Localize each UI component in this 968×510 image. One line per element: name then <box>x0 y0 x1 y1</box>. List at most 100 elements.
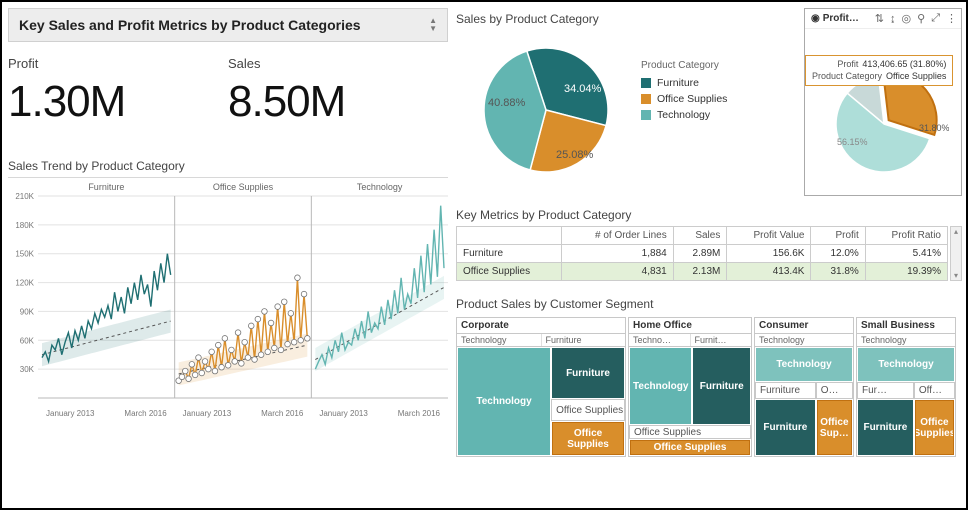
trend-marker[interactable] <box>202 359 208 365</box>
metrics-table[interactable]: # of Order LinesSalesProfit ValueProfitP… <box>456 226 948 281</box>
row-name: Furniture <box>457 245 562 263</box>
trend-marker[interactable] <box>229 347 235 353</box>
treemap[interactable]: CorporateTechnologyFurnitureTechnologyFu… <box>456 317 962 457</box>
sort-icon[interactable]: ↨ <box>890 13 896 25</box>
legend-item[interactable]: Furniture <box>641 77 727 89</box>
treemap-cell[interactable]: Furniture <box>551 347 625 399</box>
trend-marker[interactable] <box>248 323 254 329</box>
y-tick-label: 210K <box>15 192 34 201</box>
table-cell: 156.6K <box>727 245 811 263</box>
metrics-table-wrap: # of Order LinesSalesProfit ValueProfitP… <box>456 226 962 281</box>
trend-marker[interactable] <box>301 291 307 297</box>
treemap-cell[interactable]: Office Supplies <box>914 399 955 456</box>
trend-marker[interactable] <box>199 370 205 376</box>
sales-pie[interactable]: Sales by Product Category 34.04%25.08%40… <box>456 8 806 198</box>
title-stepper[interactable]: ▲ ▼ <box>429 18 437 32</box>
treemap-cell[interactable]: Furniture <box>692 347 751 425</box>
treemap-cell[interactable]: Technology <box>457 347 551 456</box>
trend-marker[interactable] <box>245 355 251 361</box>
trend-marker[interactable] <box>281 299 287 305</box>
treemap-cell[interactable]: Furniture <box>857 399 914 456</box>
treemap-cell[interactable]: Furniture <box>755 382 816 399</box>
treemap-cell[interactable]: O… <box>816 382 853 399</box>
trend-marker[interactable] <box>275 304 281 310</box>
trend-marker[interactable] <box>182 368 188 374</box>
table-header[interactable] <box>457 227 562 245</box>
trend-marker[interactable] <box>298 337 304 343</box>
trend-marker[interactable] <box>305 336 311 342</box>
treemap-cell[interactable]: Technology <box>755 347 853 382</box>
trend-chart[interactable]: 30K60K90K120K150K180K210KFurnitureJanuar… <box>8 177 448 427</box>
trend-marker[interactable] <box>288 311 294 317</box>
treemap-cell[interactable]: Office Supplies <box>629 425 751 438</box>
trend-marker[interactable] <box>255 316 261 322</box>
treemap-cell[interactable]: Fur… <box>857 382 914 399</box>
pin-icon[interactable]: ⚲ <box>917 12 925 25</box>
table-row[interactable]: Furniture1,8842.89M156.6K12.0%5.41% <box>457 245 948 263</box>
trend-marker[interactable] <box>186 376 192 382</box>
table-header[interactable]: Profit Value <box>727 227 811 245</box>
treemap-segment[interactable]: Home OfficeTechno…Furnit…TechnologyFurni… <box>628 317 752 457</box>
trend-marker[interactable] <box>196 355 202 361</box>
table-header[interactable]: Sales <box>673 227 727 245</box>
swap-icon[interactable]: ⇅ <box>875 12 884 25</box>
trend-marker[interactable] <box>235 330 241 336</box>
trend-marker[interactable] <box>295 275 301 281</box>
table-header[interactable]: Profit <box>811 227 865 245</box>
treemap-cell[interactable]: Office Sup… <box>816 399 853 456</box>
trend-marker[interactable] <box>278 347 284 353</box>
table-cell: 1,884 <box>562 245 673 263</box>
trend-svg: 30K60K90K120K150K180K210KFurnitureJanuar… <box>8 178 448 428</box>
trend-marker[interactable] <box>179 374 185 380</box>
treemap-segment[interactable]: CorporateTechnologyFurnitureTechnologyFu… <box>456 317 626 457</box>
trend-marker[interactable] <box>192 372 198 378</box>
treemap-cell[interactable]: Office Supplies <box>551 399 625 421</box>
segment-sublabel: Techno… <box>629 334 691 346</box>
table-cell: 413.4K <box>727 263 811 281</box>
kpi-profit-label: Profit <box>8 56 228 71</box>
treemap-segment[interactable]: Small BusinessTechnologyTechnologyFur…Of… <box>856 317 956 457</box>
tt-profit-value: 413,406.65 (31.80%) <box>862 59 946 71</box>
trend-marker[interactable] <box>285 341 291 347</box>
trend-marker[interactable] <box>212 368 218 374</box>
trend-marker[interactable] <box>206 366 212 372</box>
treemap-cell[interactable]: Office Supplies <box>551 421 625 456</box>
expand-icon[interactable]: ⤢ <box>931 12 940 25</box>
table-row[interactable]: Office Supplies4,8312.13M413.4K31.8%19.3… <box>457 263 948 281</box>
more-icon[interactable]: ⋮ <box>946 12 957 25</box>
trend-marker[interactable] <box>242 339 248 345</box>
trend-marker[interactable] <box>258 352 264 358</box>
target-icon[interactable]: ◎ <box>902 12 912 25</box>
mini-pie-label: 31.80% <box>919 123 949 133</box>
treemap-cell[interactable]: Technology <box>857 347 955 382</box>
table-header[interactable]: # of Order Lines <box>562 227 673 245</box>
trend-marker[interactable] <box>268 320 274 326</box>
table-cell: 2.13M <box>673 263 727 281</box>
treemap-segment[interactable]: ConsumerTechnologyTechnologyFurnitureO…F… <box>754 317 854 457</box>
trend-marker[interactable] <box>219 364 225 370</box>
trend-marker[interactable] <box>239 361 245 367</box>
table-scrollbar[interactable]: ▴▾ <box>950 226 962 281</box>
stepper-down-icon[interactable]: ▼ <box>429 26 437 32</box>
trend-marker[interactable] <box>189 362 195 368</box>
trend-marker[interactable] <box>232 359 238 365</box>
trend-marker[interactable] <box>272 345 278 351</box>
table-header[interactable]: Profit Ratio <box>865 227 947 245</box>
treemap-cell[interactable]: Office Supplies <box>629 439 751 456</box>
trend-marker[interactable] <box>265 349 271 355</box>
treemap-cell[interactable]: Furniture <box>755 399 816 456</box>
trend-marker[interactable] <box>225 362 231 368</box>
x-tick-label: March 2016 <box>398 409 441 418</box>
treemap-cell[interactable]: Technology <box>629 347 692 425</box>
pie-title: Sales by Product Category <box>456 12 806 26</box>
trend-marker[interactable] <box>262 309 268 315</box>
trend-marker[interactable] <box>222 336 228 342</box>
profit-tooltip-card[interactable]: ◉Profit… ⇅ ↨ ◎ ⚲ ⤢ ⋮ 12.05%31.80%56.15% … <box>804 8 962 196</box>
legend-item[interactable]: Office Supplies <box>641 93 727 105</box>
trend-marker[interactable] <box>209 349 215 355</box>
legend-item[interactable]: Technology <box>641 109 727 121</box>
trend-marker[interactable] <box>291 339 297 345</box>
trend-marker[interactable] <box>252 357 258 363</box>
treemap-cell[interactable]: Off… <box>914 382 955 399</box>
trend-marker[interactable] <box>215 342 221 348</box>
